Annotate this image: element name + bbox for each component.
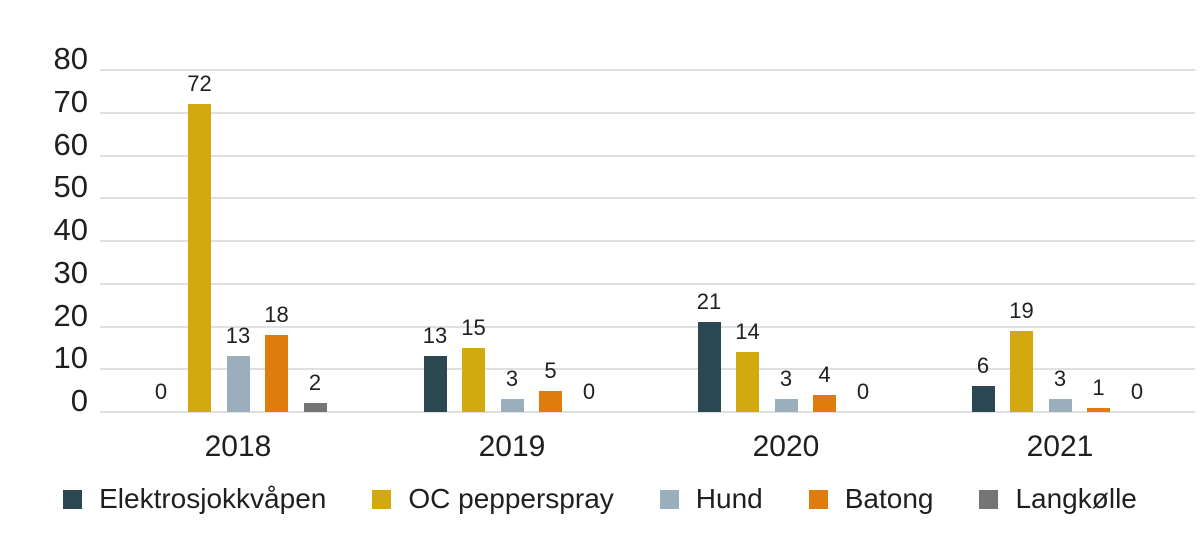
bar-batong-2020 xyxy=(813,394,836,412)
bar-batong-2021 xyxy=(1087,407,1110,412)
legend-swatch-icon xyxy=(63,489,83,509)
bar-value-label: 0 xyxy=(1130,379,1144,404)
gridline xyxy=(100,240,1195,242)
bar-value-label: 2 xyxy=(308,370,322,396)
bar-value-label: 0 xyxy=(856,379,870,404)
legend-item-elektrosjokkvåpen: Elektrosjokkvåpen xyxy=(63,482,326,516)
legend-swatch-icon xyxy=(979,489,999,509)
y-axis-tick-label: 0 xyxy=(70,383,88,418)
bar-oc-pepperspray-2021 xyxy=(1010,330,1033,412)
bar-value-label: 1 xyxy=(1092,374,1105,400)
bar-batong-2019 xyxy=(539,390,562,412)
bar-value-label: 0 xyxy=(154,379,168,404)
gridline xyxy=(100,154,1195,157)
bar-value-label: 14 xyxy=(735,319,760,345)
y-axis-tick-label: 80 xyxy=(53,41,88,76)
gridline xyxy=(100,197,1195,200)
bar-oc-pepperspray-2019 xyxy=(462,347,485,412)
bar-hund-2021 xyxy=(1048,399,1072,412)
legend-label: Batong xyxy=(844,483,934,514)
x-axis-category-label: 2019 xyxy=(478,430,546,463)
x-axis-category-label: 2020 xyxy=(752,430,820,463)
gridline xyxy=(100,325,1195,328)
bar-elektrosjokkvåpen-2020 xyxy=(697,322,721,412)
y-axis-tick-label: 40 xyxy=(53,212,88,247)
bar-value-label: 13 xyxy=(225,323,251,349)
legend: Elektrosjokkvåpen OC pepperspray Hund Baton… xyxy=(0,482,1200,516)
legend-item-batong: Batong xyxy=(808,482,934,516)
y-axis-tick-label: 10 xyxy=(53,340,88,376)
bar-oc-pepperspray-2018 xyxy=(188,104,211,412)
legend-item-langkølle: Langkølle xyxy=(979,482,1137,516)
legend-swatch-icon xyxy=(808,489,828,509)
bar-value-label: 72 xyxy=(187,71,212,97)
bar-oc-pepperspray-2020 xyxy=(736,352,759,412)
bar-elektrosjokkvåpen-2021 xyxy=(971,386,995,412)
y-axis-tick-label: 70 xyxy=(53,83,88,119)
gridline xyxy=(100,111,1195,114)
gridline xyxy=(100,411,1195,413)
bar-value-label: 13 xyxy=(422,323,448,349)
bar-value-label: 5 xyxy=(544,357,557,383)
bar-value-label: 21 xyxy=(696,289,722,315)
bar-value-label: 0 xyxy=(582,379,596,404)
gridline xyxy=(100,368,1195,371)
bar-langkølle-2018 xyxy=(303,403,327,412)
legend-label: Elektrosjokkvåpen xyxy=(99,483,327,514)
legend-label: Hund xyxy=(695,483,763,514)
bar-value-label: 19 xyxy=(1009,297,1034,323)
bar-value-label: 18 xyxy=(264,302,289,328)
legend-swatch-icon xyxy=(372,489,392,509)
bar-elektrosjokkvåpen-2019 xyxy=(423,356,447,412)
bar-value-label: 3 xyxy=(1053,366,1067,392)
bar-batong-2018 xyxy=(265,335,288,412)
bar-value-label: 4 xyxy=(818,361,831,387)
legend-swatch-icon xyxy=(659,489,679,509)
bar-value-label: 6 xyxy=(976,353,990,379)
bar-value-label: 3 xyxy=(505,366,519,392)
gridline xyxy=(100,69,1195,71)
y-axis-tick-label: 60 xyxy=(53,126,88,162)
bar-hund-2019 xyxy=(500,399,524,412)
y-axis-tick-label: 50 xyxy=(53,169,88,205)
y-axis-tick-label: 20 xyxy=(53,297,88,333)
bar-hund-2020 xyxy=(774,399,798,412)
legend-item-hund: Hund xyxy=(659,482,763,516)
x-axis-category-label: 2021 xyxy=(1026,430,1094,463)
bar-value-label: 3 xyxy=(779,366,793,392)
x-axis-category-label: 2018 xyxy=(204,430,272,463)
legend-label: OC pepperspray xyxy=(408,483,614,514)
legend-label: Langkølle xyxy=(1015,483,1137,514)
gridline xyxy=(100,282,1195,285)
legend-item-oc-pepperspray: OC pepperspray xyxy=(372,482,614,516)
bar-value-label: 15 xyxy=(461,314,486,340)
bar-hund-2018 xyxy=(226,356,250,412)
y-axis-tick-label: 30 xyxy=(53,254,88,290)
